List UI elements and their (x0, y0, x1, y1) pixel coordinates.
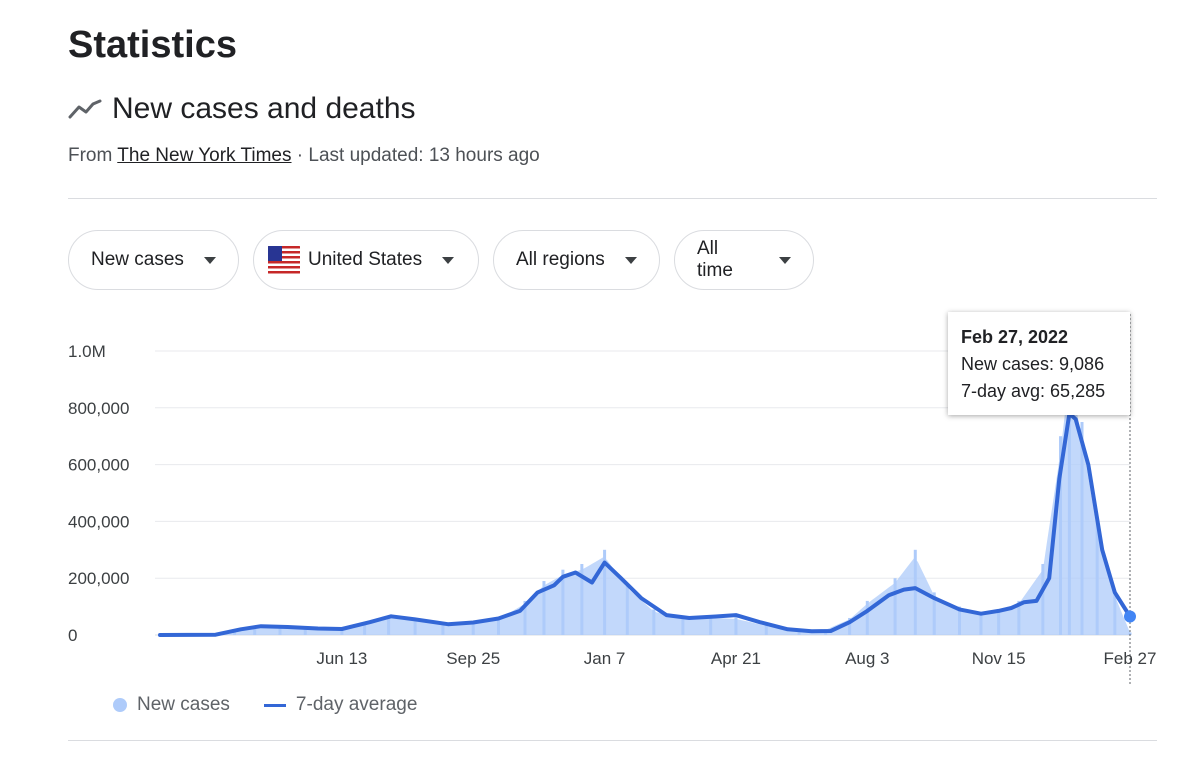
new-cases-bar (865, 600, 869, 635)
country-dropdown[interactable]: United States (253, 230, 479, 290)
timerange-dropdown-label: All time (697, 238, 733, 281)
region-dropdown-label: All regions (516, 249, 605, 270)
new-cases-bar (471, 621, 475, 635)
new-cases-bar (441, 623, 445, 635)
new-cases-bar (340, 628, 344, 635)
new-cases-bar (1059, 436, 1063, 635)
x-tick-label: Jun 13 (316, 649, 367, 668)
metric-dropdown-label: New cases (91, 249, 184, 270)
top-divider (68, 198, 1157, 199)
chart-tooltip: Feb 27, 2022 New cases: 9,086 7-day avg:… (948, 312, 1130, 415)
new-cases-bar (932, 592, 936, 635)
y-tick-label: 0 (68, 626, 77, 645)
new-cases-bar (1128, 632, 1132, 635)
hover-point (1124, 610, 1136, 623)
new-cases-area (160, 373, 1130, 635)
tooltip-avg: 7-day avg: 65,285 (961, 381, 1106, 401)
y-tick-label: 400,000 (68, 512, 129, 531)
new-cases-bar (561, 569, 565, 635)
new-cases-bar (1095, 521, 1099, 635)
cases-chart[interactable]: 0 200,000 400,000 600,000 800,000 1.0M Jun 13 S… (0, 300, 1200, 690)
new-cases-bar (997, 609, 1001, 635)
new-cases-bar (893, 578, 897, 635)
timerange-dropdown[interactable]: All time (674, 230, 814, 290)
new-cases-bar (652, 609, 656, 635)
chevron-down-icon (442, 256, 455, 264)
new-cases-bar (797, 630, 801, 635)
new-cases-bar (848, 617, 852, 635)
new-cases-bar (523, 600, 527, 635)
legend-new-cases: New cases (137, 694, 230, 715)
new-cases-bar (1041, 564, 1045, 635)
new-cases-bar (1017, 600, 1021, 635)
new-cases-bar (764, 625, 768, 635)
x-tick-label: Nov 15 (972, 649, 1026, 668)
line-layer (158, 314, 1136, 684)
tooltip-date: Feb 27, 2022 (961, 327, 1069, 347)
x-tick-label: Apr 21 (711, 649, 761, 668)
x-tick-label: Feb 27 (1104, 649, 1157, 668)
new-cases-bar (303, 627, 307, 635)
metric-dropdown[interactable]: New cases (68, 230, 239, 290)
new-cases-bar (957, 606, 961, 635)
page-title: Statistics (68, 24, 237, 66)
new-cases-bar (413, 619, 417, 635)
source-prefix: From (68, 145, 118, 166)
new-cases-bar (387, 615, 391, 635)
legend-dot-icon (113, 698, 127, 712)
bar-layer (160, 351, 1132, 635)
section-header: New cases and deaths (68, 92, 416, 126)
new-cases-bar (278, 626, 282, 635)
new-cases-bar (233, 630, 237, 635)
y-tick-label: 1.0M (68, 342, 106, 361)
source-link[interactable]: The New York Times (117, 145, 292, 166)
y-tick-label: 800,000 (68, 399, 129, 418)
new-cases-bar (734, 617, 738, 635)
section-title: New cases and deaths (112, 92, 416, 125)
y-tick-label: 200,000 (68, 569, 129, 588)
filter-bar: New cases United States All regions All … (68, 230, 828, 290)
new-cases-bar (625, 583, 629, 635)
new-cases-bar (709, 616, 713, 635)
axis-layer: 0 200,000 400,000 600,000 800,000 1.0M Jun 13 S… (68, 342, 1156, 668)
new-cases-bar (542, 581, 546, 635)
new-cases-bar (979, 612, 983, 635)
country-dropdown-label: United States (308, 249, 423, 270)
new-cases-bar (1080, 422, 1084, 635)
y-tick-label: 600,000 (68, 456, 129, 475)
region-dropdown[interactable]: All regions (493, 230, 660, 290)
chevron-down-icon (624, 256, 637, 264)
new-cases-bar (1067, 351, 1071, 635)
chevron-down-icon (203, 256, 216, 264)
new-cases-bar (496, 617, 500, 635)
x-tick-label: Sep 25 (446, 649, 500, 668)
bottom-divider (68, 740, 1157, 741)
new-cases-bar (580, 564, 584, 635)
last-updated: · Last updated: 13 hours ago (291, 145, 540, 166)
x-tick-label: Aug 3 (845, 649, 889, 668)
x-tick-label: Jan 7 (584, 649, 626, 668)
new-cases-bar (1113, 592, 1117, 635)
legend-line-icon (263, 703, 286, 707)
new-cases-bar (603, 549, 607, 635)
new-cases-bar (363, 622, 367, 635)
legend-avg: 7-day average (295, 694, 418, 715)
us-flag-icon (268, 244, 300, 276)
new-cases-bar (253, 625, 257, 635)
new-cases-bar (681, 617, 685, 635)
trending-icon (68, 99, 102, 119)
new-cases-bar (913, 549, 917, 635)
seven-day-average-line (158, 411, 1132, 637)
chevron-down-icon (779, 256, 791, 264)
tooltip-new-cases: New cases: 9,086 (961, 354, 1105, 374)
source-line: From The New York Times · Last updated: … (68, 145, 540, 167)
chart-legend: New cases 7-day average (113, 694, 417, 716)
